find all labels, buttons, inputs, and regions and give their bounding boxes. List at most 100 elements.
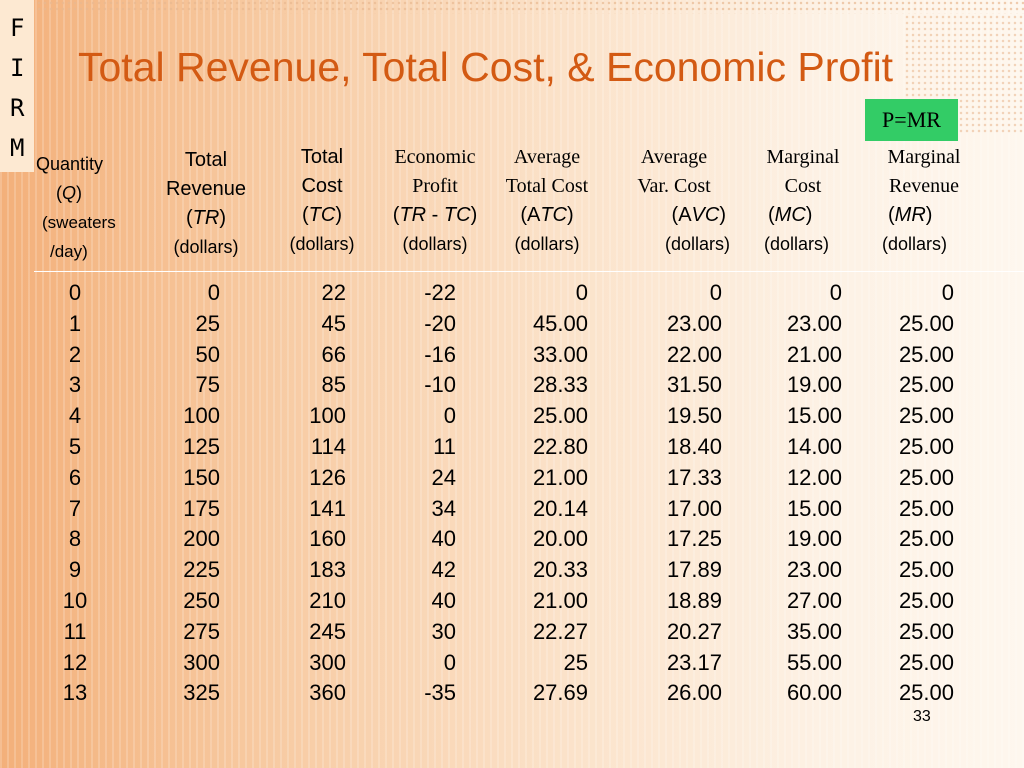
firm-letter: F [10, 14, 25, 42]
table-cell: 23.17 [666, 649, 722, 675]
table-cell: 50 [195, 341, 220, 367]
table-cell: 20.27 [666, 618, 722, 644]
table-cell: 24 [431, 464, 456, 490]
table-cell: 13 [62, 680, 88, 706]
table-cell: 60.00 [786, 680, 842, 706]
table-cell: 25.00 [898, 526, 954, 552]
table-cell: 125 [183, 433, 220, 459]
table-cell: 2 [68, 341, 82, 367]
table-cell: 100 [309, 403, 346, 429]
table-cell: 15.00 [786, 495, 842, 521]
table-cell: 7 [68, 495, 82, 521]
table-cell: 10 [62, 587, 88, 613]
table-cell: 0 [709, 280, 722, 305]
table-cell: 160 [309, 526, 346, 552]
table-cell: 17.33 [666, 464, 722, 490]
table-cell: 12 [62, 649, 88, 675]
table-cell: 200 [183, 526, 220, 552]
table-cell: 0 [941, 280, 954, 305]
header-total-revenue: Total Revenue (TR) (dollars) [165, 149, 247, 257]
table-cell: -16 [424, 341, 456, 367]
table-cell: 27.69 [532, 680, 588, 706]
table-cell: 20.00 [532, 526, 588, 552]
table-cell: 25.00 [898, 618, 954, 644]
table-cell: 0 [575, 280, 588, 305]
header-marginal-cost: Marginal Cost (MC) (dollars) [764, 146, 840, 254]
table-cell: 250 [183, 587, 220, 613]
table-cell: 0 [207, 280, 220, 305]
table-cell: 25.00 [898, 403, 954, 429]
table-cell: 114 [310, 433, 346, 459]
table-cell: 0 [829, 280, 842, 305]
table-cell: 66 [321, 341, 346, 367]
table-cell: 14.00 [786, 433, 842, 459]
table-cell: -20 [424, 310, 456, 336]
table-cell: 275 [183, 618, 220, 644]
firm-letter: I [10, 54, 25, 82]
table-cell: 26.00 [666, 680, 722, 706]
table-cell: 175 [183, 495, 220, 521]
column-quantity: 0 1 2 3 4 5 6 7 8 9 10 11 12 13 [52, 278, 98, 709]
table-cell: 25.00 [898, 557, 954, 583]
table-cell: 360 [309, 680, 346, 706]
table-cell: 15.00 [786, 403, 842, 429]
table-cell: 28.33 [532, 372, 588, 398]
table-cell: 25.00 [898, 680, 954, 706]
table-cell: 9 [68, 557, 82, 583]
table-cell: 17.25 [666, 526, 722, 552]
table-cell: 25.00 [532, 403, 588, 429]
slide-title: Total Revenue, Total Cost, & Economic Pr… [78, 44, 894, 90]
table-cell: 30 [431, 618, 456, 644]
table-cell: 300 [309, 649, 346, 675]
table-cell: 3 [68, 372, 82, 398]
table-cell: 45 [321, 310, 346, 336]
table-cell: 0 [68, 280, 82, 305]
header-divider [34, 271, 1024, 272]
table-cell: 22.00 [666, 341, 722, 367]
table-cell: 8 [68, 526, 82, 552]
table-cell: 141 [309, 495, 346, 521]
header-quantity: Quantity (Q) (sweaters /day) [36, 154, 116, 261]
table-cell: 75 [195, 372, 220, 398]
table-cell: 17.89 [666, 557, 722, 583]
header-average-total-cost: Average Total Cost (ATC) (dollars) [505, 146, 589, 254]
table-cell: 33.00 [532, 341, 588, 367]
table-cell: 6 [68, 464, 82, 490]
table-cell: 25.00 [898, 433, 954, 459]
table-cell: 18.40 [666, 433, 722, 459]
table-cell: 45.00 [532, 310, 588, 336]
table-cell: 40 [431, 587, 456, 613]
table-cell: 21.00 [786, 341, 842, 367]
firm-letter: M [10, 134, 25, 162]
column-total-cost: 22 45 66 85 100 114 126 141 160 183 210 245 300 360 [280, 278, 346, 709]
table-cell: 17.00 [666, 495, 722, 521]
firm-letter: R [10, 94, 25, 122]
column-avc: 0 23.00 22.00 31.50 19.50 18.40 17.33 17.00 17.2… [636, 278, 722, 709]
table-cell: 27.00 [786, 587, 842, 613]
table-cell: 22.80 [532, 433, 588, 459]
header-economic-profit: Economic Profit (TR - TC) (dollars) [392, 146, 478, 254]
table-cell: 31.50 [666, 372, 722, 398]
header-average-variable-cost: Average Var. Cost (AVC) (dollars) [637, 146, 730, 254]
table-cell: 300 [183, 649, 220, 675]
table-cell: 34 [431, 495, 456, 521]
table-cell: 23.00 [786, 310, 842, 336]
table-cell: 35.00 [786, 618, 842, 644]
table-cell: 25.00 [898, 495, 954, 521]
table-cell: 19.50 [666, 403, 722, 429]
table-cell: 40 [431, 526, 456, 552]
firm-side-tab: F I R M [0, 0, 34, 172]
table-cell: 0 [443, 403, 456, 429]
table-cell: 11 [63, 618, 87, 644]
table-cell: 5 [68, 433, 82, 459]
table-cell: 25 [195, 310, 220, 336]
table-cell: 42 [431, 557, 456, 583]
table-cell: 0 [443, 649, 456, 675]
table-cell: 150 [183, 464, 220, 490]
table-cell: 19.00 [786, 372, 842, 398]
table-cell: 21.00 [532, 464, 588, 490]
table-cell: 85 [321, 372, 346, 398]
table-cell: 25.00 [898, 587, 954, 613]
table-cell: -35 [424, 680, 456, 706]
column-mr: 0 25.00 25.00 25.00 25.00 25.00 25.00 25.00 25.0… [866, 278, 954, 709]
